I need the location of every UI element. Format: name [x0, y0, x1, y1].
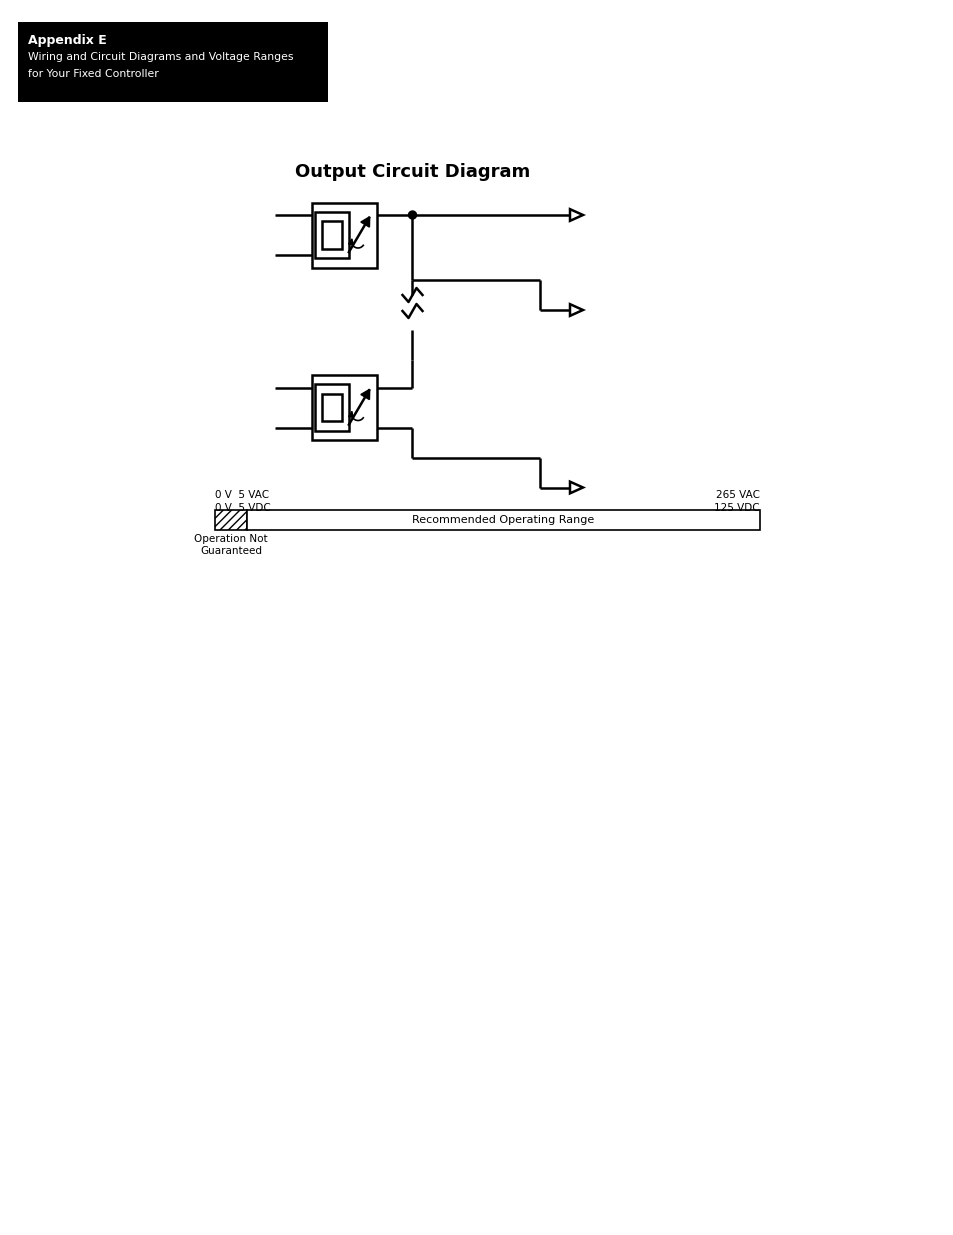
- Bar: [321, 394, 342, 421]
- Bar: [313, 375, 377, 440]
- Polygon shape: [569, 482, 582, 493]
- Text: Recommended Operating Range: Recommended Operating Range: [412, 515, 594, 525]
- Polygon shape: [360, 389, 370, 400]
- Bar: [314, 211, 349, 258]
- Polygon shape: [348, 240, 354, 245]
- Text: 265 VAC: 265 VAC: [716, 490, 760, 500]
- Text: 125 VDC: 125 VDC: [714, 503, 760, 513]
- Text: 0 V  5 VDC: 0 V 5 VDC: [214, 503, 271, 513]
- Bar: [247, 510, 760, 530]
- Polygon shape: [569, 209, 582, 221]
- Polygon shape: [569, 304, 582, 316]
- Polygon shape: [360, 217, 370, 227]
- Text: Wiring and Circuit Diagrams and Voltage Ranges: Wiring and Circuit Diagrams and Voltage …: [28, 52, 294, 62]
- Text: Operation Not
Guaranteed: Operation Not Guaranteed: [194, 534, 268, 556]
- Text: Output Circuit Diagram: Output Circuit Diagram: [294, 163, 530, 182]
- Bar: [313, 203, 377, 268]
- Circle shape: [408, 211, 416, 219]
- Polygon shape: [348, 412, 354, 417]
- Bar: [214, 510, 247, 530]
- Bar: [314, 384, 349, 431]
- Bar: [321, 221, 342, 248]
- Text: for Your Fixed Controller: for Your Fixed Controller: [28, 69, 158, 79]
- Bar: [18, 22, 328, 103]
- Text: Appendix E: Appendix E: [28, 35, 107, 47]
- Text: 0 V  5 VAC: 0 V 5 VAC: [214, 490, 269, 500]
